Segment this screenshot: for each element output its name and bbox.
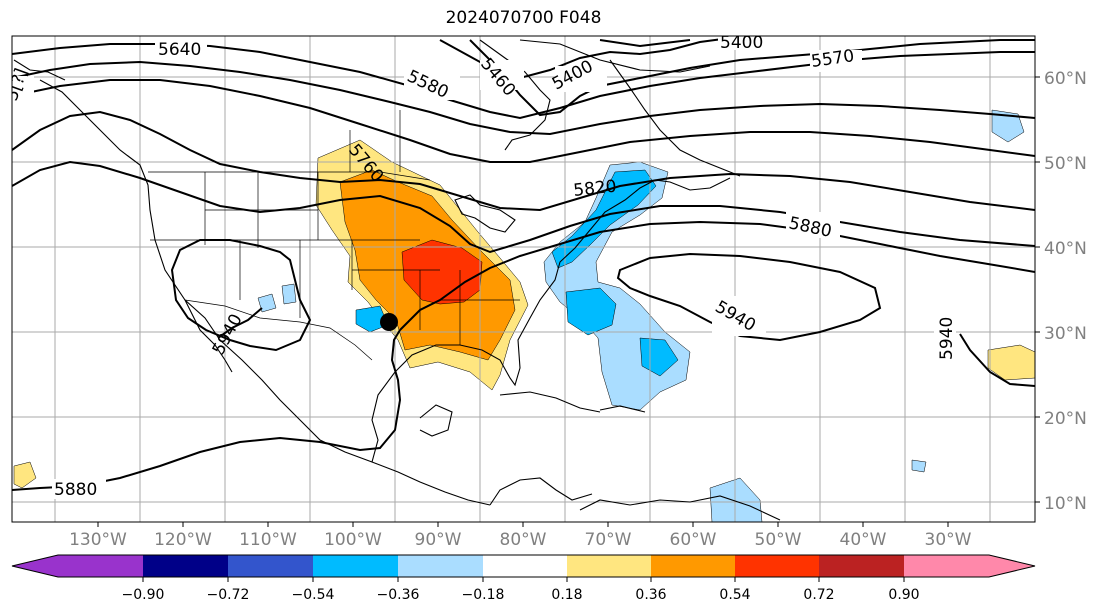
contour-5460: [469, 39, 1035, 117]
lon-label: 60°W: [670, 530, 717, 550]
anomaly-fill-neg-018-nm: [257, 293, 277, 313]
anomaly-fill-neg-018-az: [281, 283, 297, 305]
colorbar-swatch: [313, 555, 398, 577]
lat-axis: 10°N 20°N 30°N 40°N 50°N 60°N: [1035, 69, 1087, 514]
contour-5400-b: [599, 39, 691, 48]
north-america-west-coast: [39, 79, 491, 506]
lon-axis: 130°W 120°W 110°W 100°W 90°W 80°W 70°W 6…: [69, 522, 972, 550]
positive-anomaly-fill: [13, 139, 1035, 489]
us-mexico-border: [184, 299, 373, 361]
south-america-north: [579, 495, 781, 521]
negative-anomaly-fill: [257, 109, 1025, 522]
colorbar-swatch: [819, 555, 904, 577]
colorbar-extend-high: [989, 555, 1035, 577]
lat-label: 10°N: [1044, 494, 1087, 514]
lon-label: 90°W: [415, 530, 462, 550]
colorbar-swatch: [904, 555, 989, 577]
colorbar-swatch: [567, 555, 651, 577]
contour-5940-east: [959, 333, 1035, 387]
anomaly-fill-neg-036-b: [565, 287, 617, 336]
lat-label: 20°N: [1044, 409, 1087, 429]
gulf-of-mexico: [371, 177, 731, 463]
greenland-coast: [519, 39, 711, 73]
labrador-coast: [609, 59, 741, 177]
contour-5580: [12, 60, 1035, 136]
lon-label: 110°W: [239, 530, 297, 550]
baja-california: [184, 299, 233, 373]
contour-label: 5940: [937, 317, 957, 360]
colorbar-swatch: [398, 555, 483, 577]
lat-label: 60°N: [1044, 69, 1087, 89]
anomaly-fill-neg-018-labrador: [991, 109, 1025, 143]
colorbar-swatch: [735, 555, 819, 577]
lon-label: 70°W: [585, 530, 632, 550]
location-marker: [380, 313, 398, 331]
contour-label: 5400: [720, 33, 763, 53]
contour-5760: [12, 110, 1035, 212]
contour-5880-b: [399, 220, 1035, 331]
contour-5820: [12, 160, 1035, 254]
colorbar-tick-label: −0.72: [207, 587, 250, 603]
lon-label: 100°W: [324, 530, 382, 550]
contour-5880-south: [12, 329, 402, 491]
colorbar-tick-label: 0.54: [719, 587, 750, 603]
anomaly-fill-pos-018-atlantic: [987, 344, 1035, 381]
colorbar-tick-label: 0.90: [888, 587, 919, 603]
colorbar-swatch: [651, 555, 735, 577]
colorbar-swatch: [483, 555, 567, 577]
lon-label: 130°W: [69, 530, 127, 550]
colorbar-tick-label: −0.18: [462, 587, 505, 603]
contour-5640: [12, 79, 1035, 163]
cuba: [499, 391, 601, 413]
contour-label: 5880: [54, 480, 97, 500]
us-canada-border: [148, 171, 431, 181]
colorbar-tick-label: −0.36: [377, 587, 420, 603]
hispaniola: [599, 405, 646, 413]
anomaly-fill-pos-054: [401, 239, 483, 305]
colorbar-tick-label: 0.18: [551, 587, 582, 603]
anomaly-fill-neg-036-tx: [355, 305, 389, 333]
lon-label: 80°W: [500, 530, 547, 550]
lat-label: 30°N: [1044, 324, 1087, 344]
colorbar-tick-label: 0.36: [635, 587, 666, 603]
central-america: [489, 477, 593, 506]
colorbar-extend-low: [12, 555, 58, 577]
colorbar: −0.90 −0.72 −0.54 −0.36 −0.18 0.18 0.36 …: [11, 554, 1036, 603]
anomaly-fill-neg-018-atl: [911, 459, 927, 473]
colorbar-swatch: [228, 555, 313, 577]
lon-label: 40°W: [840, 530, 887, 550]
colorbar-tick-label: −0.90: [122, 587, 165, 603]
anomaly-fill-neg-036: [551, 169, 657, 269]
contour-5880-a: [170, 239, 312, 352]
contour-5940: [616, 252, 882, 342]
colorbar-tick-label: 0.72: [803, 587, 834, 603]
yucatan: [419, 404, 453, 437]
colorbar-outline: [11, 554, 1036, 578]
contour-label: 5820: [572, 177, 617, 201]
alaska-coast: [13, 59, 66, 81]
lon-label: 120°W: [154, 530, 212, 550]
anomaly-fill-pos-018-pacific: [13, 461, 37, 489]
lat-label: 40°N: [1044, 239, 1087, 259]
colorbar-tick-label: −0.54: [292, 587, 335, 603]
lon-label: 50°W: [755, 530, 802, 550]
colorbar-swatch: [143, 555, 228, 577]
contour-5940-west: [217, 307, 263, 339]
lon-label: 30°W: [925, 530, 972, 550]
political-boundaries: [148, 110, 520, 361]
contour-label: 5640: [158, 40, 201, 60]
lat-label: 50°N: [1044, 154, 1087, 174]
map-title: 2024070700 F048: [445, 8, 602, 28]
colorbar-swatch: [58, 555, 143, 577]
map-background: [12, 36, 1035, 522]
